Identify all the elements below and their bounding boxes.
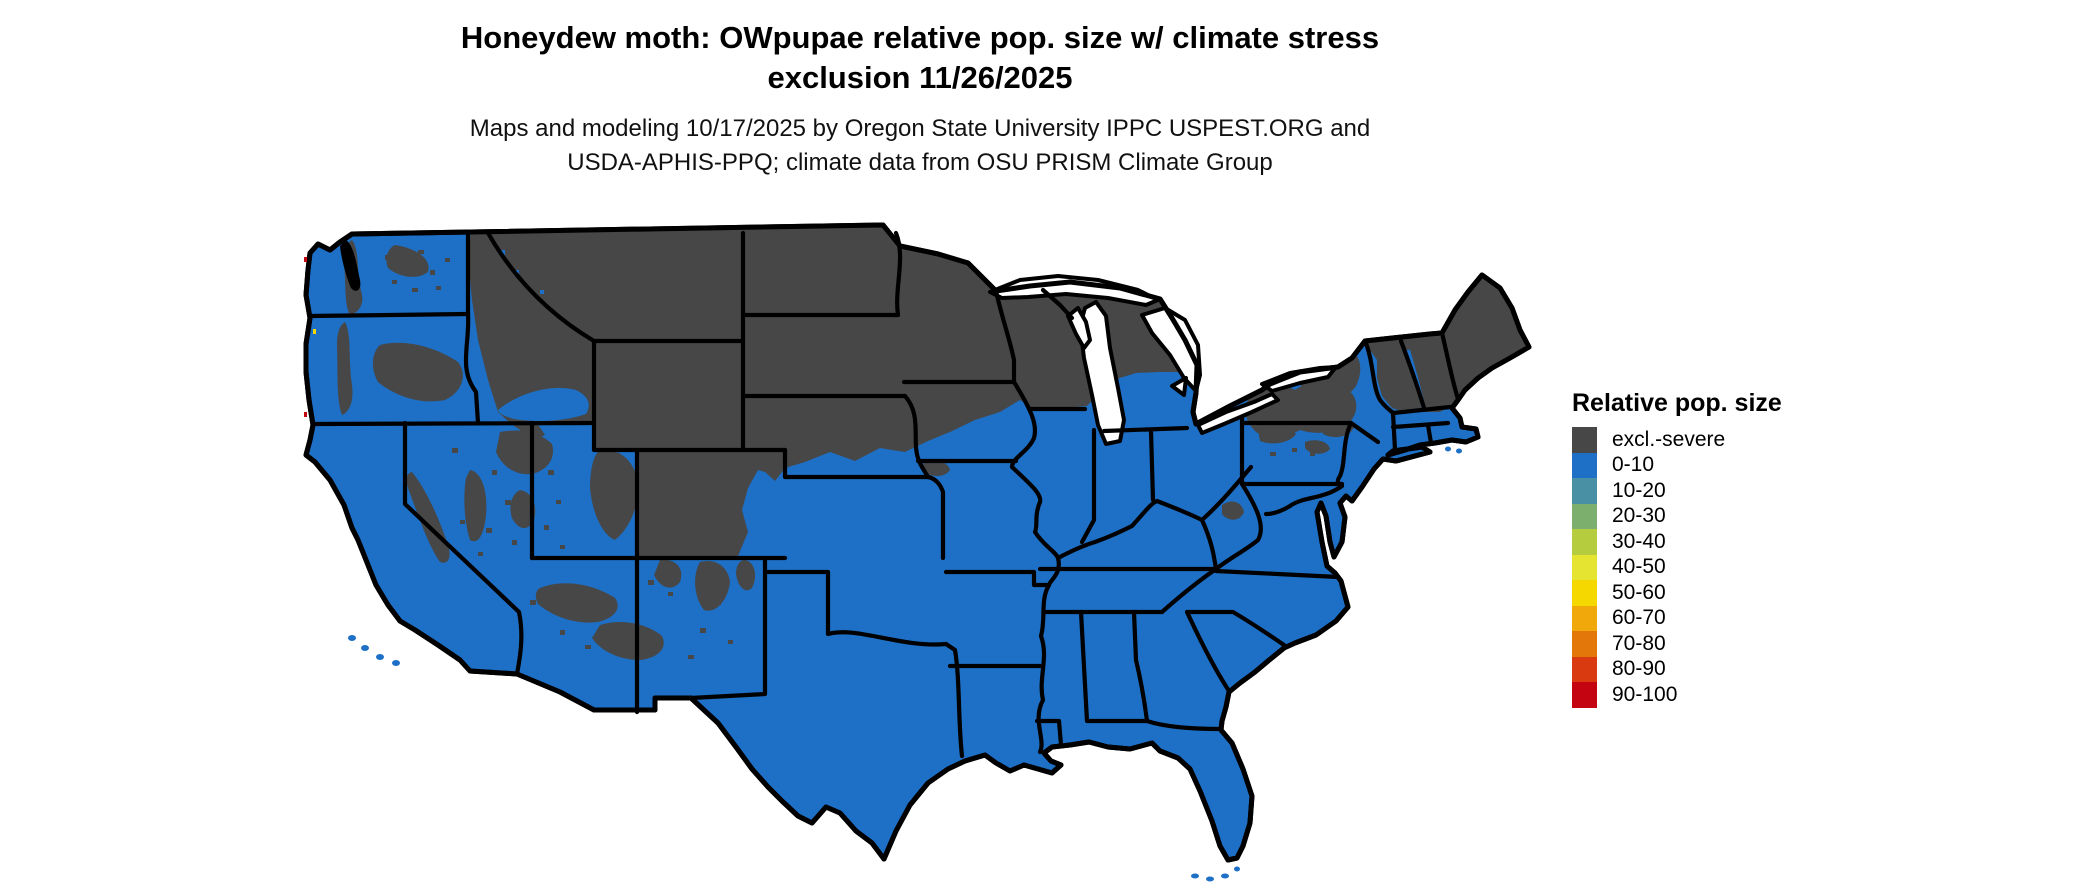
legend: Relative pop. size excl.-severe 0-10 10-20…: [1572, 388, 1912, 708]
legend-item: 80-90: [1572, 656, 1912, 682]
page-title: Honeydew moth: OWpupae relative pop. siz…: [0, 18, 1840, 98]
coastal-artifact-specks: [304, 257, 316, 417]
legend-label: 0-10: [1612, 453, 1655, 477]
legend-item: 40-50: [1572, 554, 1912, 580]
legend-label: 90-100: [1612, 682, 1678, 706]
saginaw-bay: [1170, 376, 1188, 397]
legend-title: Relative pop. size: [1572, 389, 1782, 417]
legend-item: 90-100: [1572, 682, 1912, 708]
legend-swatch: [1572, 529, 1597, 555]
legend-label: 30-40: [1612, 529, 1666, 553]
page-subtitle-line-2: USDA-APHIS-PPQ; climate data from OSU PR…: [567, 149, 1273, 176]
legend-swatch: [1572, 452, 1597, 478]
legend-item: 20-30: [1572, 503, 1912, 529]
lake-superior: [988, 274, 1160, 307]
legend-label: excl.-severe: [1612, 427, 1726, 451]
legend-swatch: [1572, 427, 1597, 453]
great-lakes: [988, 274, 1338, 446]
legend-item: 60-70: [1572, 605, 1912, 631]
page-subtitle-line-1: Maps and modeling 10/17/2025 by Oregon S…: [469, 115, 1371, 142]
legend-swatch: [1572, 656, 1597, 682]
legend-swatch: [1572, 682, 1597, 708]
legend-items: excl.-severe 0-10 10-20 20-30 30-40 40-50 50-6…: [1572, 427, 1912, 708]
conus-outline: [303, 222, 1532, 863]
legend-item: 10-20: [1572, 478, 1912, 504]
islands: [348, 446, 1462, 882]
legend-item: 70-80: [1572, 631, 1912, 657]
legend-swatch: [1572, 605, 1597, 631]
legend-swatch: [1572, 554, 1597, 580]
legend-swatch: [1572, 503, 1597, 529]
legend-label: 40-50: [1612, 555, 1666, 579]
legend-label: 20-30: [1612, 504, 1666, 528]
page-title-line-2: exclusion 11/26/2025: [767, 60, 1073, 95]
legend-item: 50-60: [1572, 580, 1912, 606]
legend-item: 30-40: [1572, 529, 1912, 555]
legend-item: 0-10: [1572, 452, 1912, 478]
state-borders: [307, 230, 1461, 759]
legend-swatch: [1572, 631, 1597, 657]
legend-label: 50-60: [1612, 580, 1666, 604]
mountain-speckles: [385, 250, 1315, 659]
us-map: [303, 222, 1532, 882]
legend-swatch: [1572, 580, 1597, 606]
lake-erie: [1196, 392, 1280, 435]
legend-label: 10-20: [1612, 478, 1666, 502]
page-title-line-1: Honeydew moth: OWpupae relative pop. siz…: [460, 20, 1380, 55]
page-subtitle: Maps and modeling 10/17/2025 by Oregon S…: [0, 112, 1840, 180]
legend-label: 80-90: [1612, 657, 1666, 681]
puget-sound: [340, 240, 361, 291]
legend-swatch: [1572, 478, 1597, 504]
legend-label: 70-80: [1612, 631, 1666, 655]
legend-label: 60-70: [1612, 606, 1666, 630]
legend-item: excl.-severe: [1572, 427, 1912, 453]
